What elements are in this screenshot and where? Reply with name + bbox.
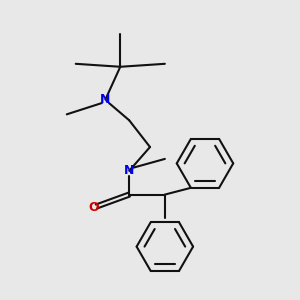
Text: N: N [124, 164, 134, 177]
Text: O: O [89, 202, 99, 214]
Text: N: N [100, 93, 111, 106]
